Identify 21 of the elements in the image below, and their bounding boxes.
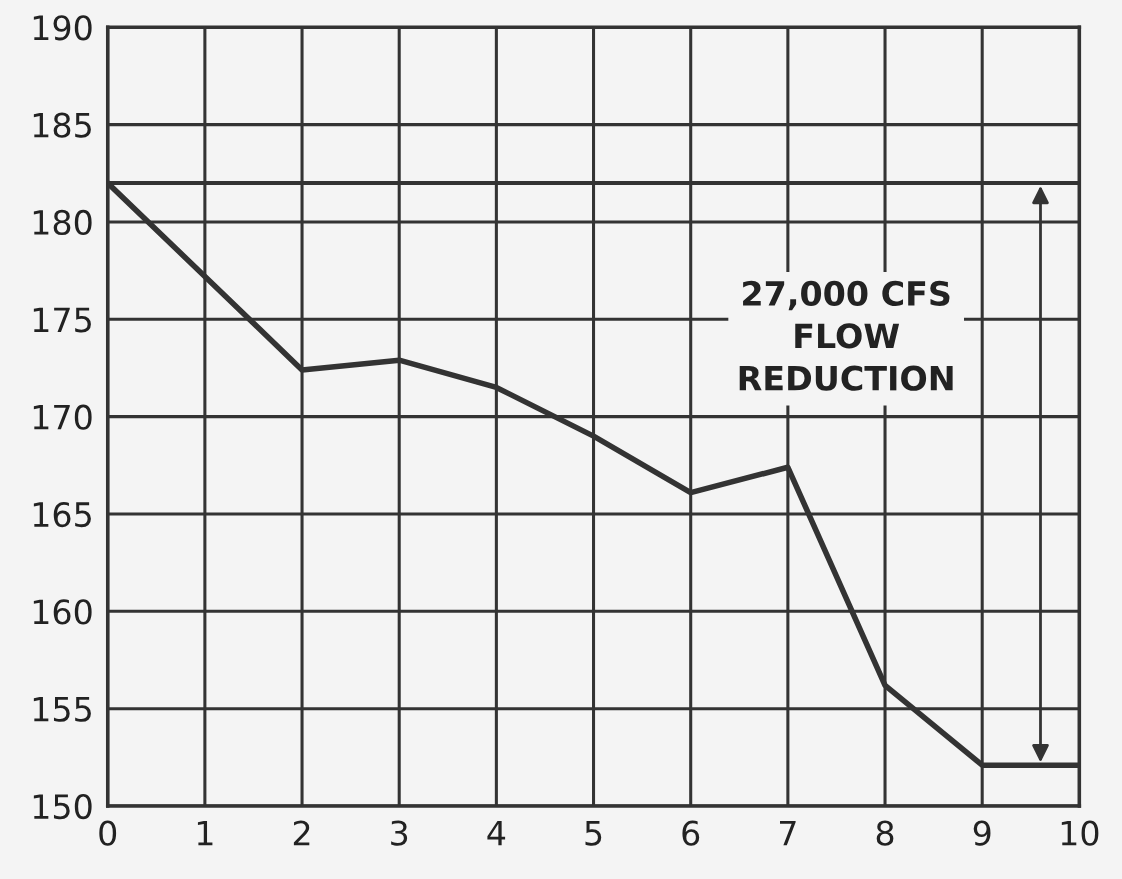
x-tick-label: 10 bbox=[1061, 820, 1099, 846]
x-tick-label: 0 bbox=[99, 820, 117, 846]
y-tick-label: 165 bbox=[33, 501, 91, 528]
y-tick-label: 185 bbox=[33, 112, 91, 138]
x-tick-label: 8 bbox=[876, 820, 894, 846]
y-tick-label: 175 bbox=[33, 307, 91, 333]
x-tick-label: 9 bbox=[973, 820, 991, 846]
x-tick-label: 7 bbox=[780, 820, 796, 846]
y-tick-label: 190 bbox=[33, 15, 92, 41]
annotation: 27,000 CFS FLOW REDUCTION bbox=[739, 280, 953, 391]
y-tick-label: 155 bbox=[33, 697, 91, 722]
x-tick-label: 6 bbox=[682, 820, 700, 846]
x-tick-label: 1 bbox=[197, 820, 213, 846]
x-tick-label: 3 bbox=[391, 820, 408, 846]
x-tick-label: 2 bbox=[293, 820, 310, 846]
y-tick-label: 160 bbox=[33, 599, 92, 625]
x-tick-label: 4 bbox=[487, 820, 506, 846]
x-tick-label: 5 bbox=[585, 820, 602, 846]
y-tick-label: 180 bbox=[33, 209, 92, 236]
y-tick-label: 150 bbox=[33, 793, 92, 820]
y-tick-label: 170 bbox=[33, 404, 92, 430]
